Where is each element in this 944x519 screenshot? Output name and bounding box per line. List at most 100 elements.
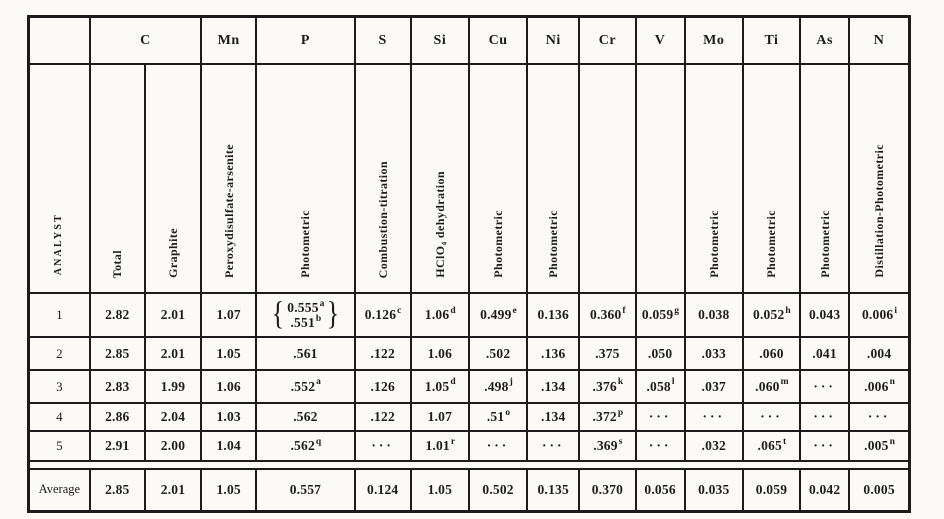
footnote-marker: n	[889, 436, 896, 447]
method-label-mn: Peroxydisulfate-arsenite	[221, 143, 236, 278]
element-header-row: C Mn P S Si Cu Ni Cr V Mo Ti As N	[27, 15, 911, 65]
row-average-label: Average	[27, 468, 91, 512]
row-5-label: 5	[27, 430, 91, 462]
method-label-ni: Photometric	[546, 210, 561, 278]
col-symbol-carbon: C	[88, 15, 203, 65]
cell-3-c-graphite: 1.99	[143, 369, 203, 404]
cell-5-mn: 1.04	[200, 430, 258, 462]
cell-4-mn: 1.03	[200, 402, 258, 432]
cell-2-ni: .136	[526, 336, 581, 371]
row-2-label: 2	[27, 336, 91, 371]
method-p: Photometric	[255, 63, 356, 294]
cell-4-s: .122	[353, 402, 412, 432]
method-mo: Photometric	[683, 63, 744, 294]
cell-average-v: 0.056	[634, 468, 686, 512]
ellipsis: ···	[648, 438, 672, 453]
col-symbol-arsenic: As	[799, 15, 851, 65]
col-symbol-vanadium: V	[634, 15, 686, 65]
col-symbol-sulfur: S	[353, 15, 412, 65]
cell-2-c-total: 2.85	[88, 336, 146, 371]
braced-values: {0.555a .551b}	[270, 295, 340, 332]
cell-average-c-graphite: 2.01	[143, 468, 203, 512]
method-as: Photometric	[799, 63, 851, 294]
cell-1-cr: 0.360f	[578, 292, 637, 338]
footnote-marker: r	[450, 436, 456, 447]
cell-average-ti: 0.059	[741, 468, 802, 512]
braced-value-stack: 0.555a .551b	[286, 299, 324, 330]
footnote-marker: e	[512, 305, 517, 316]
cell-5-ti: .065t	[741, 430, 802, 462]
cell-1-mo: 0.038	[683, 292, 744, 338]
footnote-marker: h	[785, 305, 791, 316]
row-1-label: 1	[27, 292, 91, 338]
braced-value-line: .551b	[290, 313, 322, 330]
method-label-si: HClO₄ dehydration	[432, 171, 447, 278]
method-ni: Photometric	[526, 63, 581, 294]
cell-3-cr: .376k	[578, 369, 637, 404]
cell-5-mo: .032	[683, 430, 744, 462]
cell-2-mo: .033	[683, 336, 744, 371]
cell-5-n: .005n	[848, 430, 911, 462]
ellipsis: ···	[371, 438, 394, 453]
cell-5-c-graphite: 2.00	[143, 430, 203, 462]
footnote-marker: l	[671, 377, 675, 387]
footnote-marker: n	[889, 377, 896, 387]
footnote-marker: o	[505, 407, 511, 418]
analyst-row-5: 5 2.91 2.00 1.04.562q ··· 1.01r ··· ··· .369s ···…	[27, 430, 911, 462]
footnote-marker: d	[450, 377, 456, 387]
method-label-s: Combustion-titration	[375, 160, 390, 278]
cell-5-ni: ···	[526, 430, 581, 462]
chemical-analysis-table: C Mn P S Si Cu Ni Cr V Mo Ti As N ANALYST Total Graphit…	[27, 15, 911, 513]
cell-1-v: 0.059g	[634, 292, 686, 338]
footnote-marker: d	[450, 305, 456, 316]
cell-average-mn: 1.05	[200, 468, 258, 512]
cell-5-p: .562q	[255, 430, 356, 462]
average-row: Average 2.85 2.01 1.05 0.557 0.124 1.05 0.502 0.…	[27, 468, 911, 512]
footnote-marker: k	[617, 377, 624, 387]
cell-5-v: ···	[634, 430, 686, 462]
cell-1-as: 0.043	[799, 292, 851, 338]
col-symbol-nitrogen: N	[848, 15, 911, 65]
cell-4-mo: ···	[683, 402, 744, 432]
right-brace: }	[326, 295, 340, 332]
col-symbol-nickel: Ni	[526, 15, 581, 65]
cell-3-s: .126	[353, 369, 412, 404]
row-3-label: 3	[27, 369, 91, 404]
cell-4-as: ···	[799, 402, 851, 432]
ellipsis: ···	[760, 409, 783, 424]
cell-1-n: 0.006i	[848, 292, 911, 338]
method-label-p: Photometric	[298, 210, 313, 278]
analyst-row-4: 4 2.86 2.04 1.03.562.122 1.07.51o .134.372p ··…	[27, 402, 911, 432]
cell-average-ni: 0.135	[526, 468, 581, 512]
footnote-marker: p	[617, 407, 624, 418]
cell-2-mn: 1.05	[200, 336, 258, 371]
cell-4-ni: .134	[526, 402, 581, 432]
cell-3-v: .058l	[634, 369, 686, 404]
cell-5-as: ···	[799, 430, 851, 462]
cell-average-c-total: 2.85	[88, 468, 146, 512]
cell-4-c-graphite: 2.04	[143, 402, 203, 432]
cell-4-v: ···	[634, 402, 686, 432]
cell-4-ti: ···	[741, 402, 802, 432]
method-cr	[578, 63, 637, 294]
cell-1-s: 0.126c	[353, 292, 412, 338]
footnote-marker: j	[509, 377, 513, 387]
row-4-label: 4	[27, 402, 91, 432]
cell-average-cu: 0.502	[467, 468, 529, 512]
cell-2-c-graphite: 2.01	[143, 336, 203, 371]
cell-4-n: ···	[848, 402, 911, 432]
method-cu: Photometric	[467, 63, 529, 294]
cell-3-ti: .060m	[741, 369, 802, 404]
method-label-n: Distillation-Photometric	[872, 144, 887, 278]
cell-4-cr: .372p	[578, 402, 637, 432]
cell-1-cu: 0.499e	[467, 292, 529, 338]
cell-2-v: .050	[634, 336, 686, 371]
cell-4-p: .562	[255, 402, 356, 432]
method-v	[634, 63, 686, 294]
cell-2-p: .561	[255, 336, 356, 371]
method-c-total: Total	[88, 63, 146, 294]
col-symbol-phosphorus: P	[255, 15, 356, 65]
cell-3-mo: .037	[683, 369, 744, 404]
method-label-mo: Photometric	[706, 210, 721, 278]
cell-4-cu: .51o	[467, 402, 529, 432]
